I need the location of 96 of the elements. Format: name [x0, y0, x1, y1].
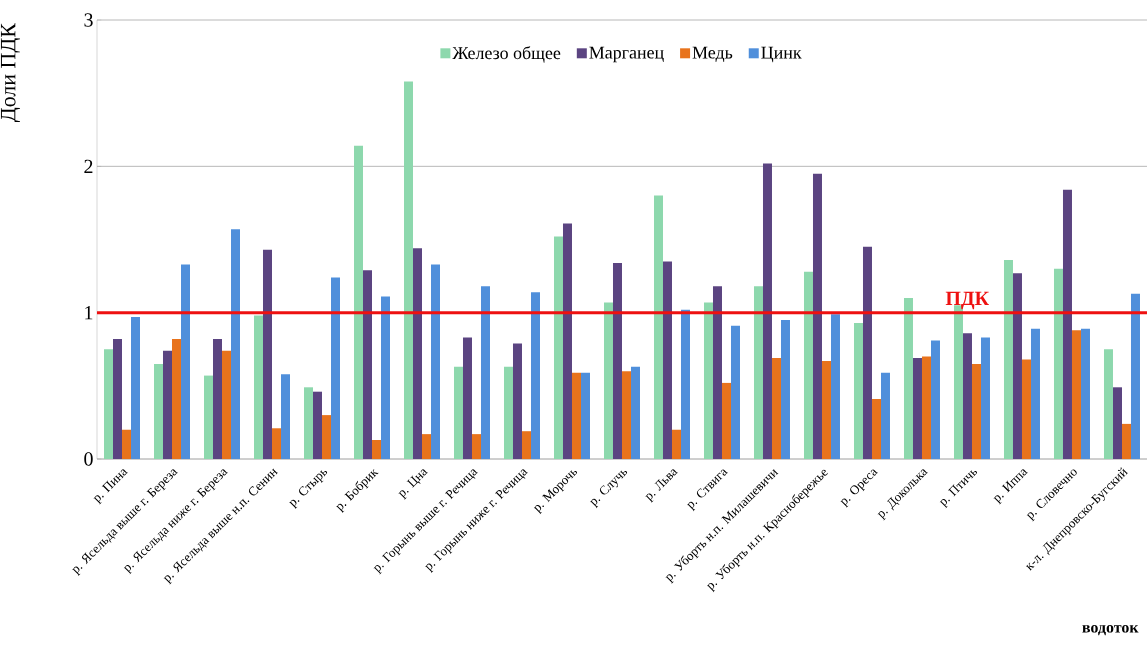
bar: [962, 333, 972, 459]
bar: [413, 248, 422, 459]
bar: [1053, 268, 1063, 459]
bar: [331, 277, 340, 459]
bar: [381, 296, 390, 459]
bar: [172, 339, 181, 459]
bar: [621, 371, 631, 459]
bar: [853, 322, 863, 459]
bar: [903, 298, 913, 459]
bar: [712, 286, 722, 459]
bar: [612, 262, 622, 459]
bar: [671, 429, 681, 459]
bar: [281, 374, 290, 459]
bar: [862, 246, 872, 459]
bar: [680, 309, 690, 459]
bar: [1121, 423, 1131, 459]
bar: [780, 319, 790, 459]
bar: [721, 382, 731, 459]
legend-label: Марганец: [589, 46, 664, 63]
bar: [322, 415, 331, 459]
x-tick-label: р. Цна: [398, 469, 428, 500]
bar: [771, 358, 781, 459]
bar: [930, 340, 940, 459]
y-tick-label: 3: [84, 13, 93, 27]
bar: [272, 428, 281, 459]
y-tick-label: 1: [85, 306, 93, 320]
bar: [363, 270, 372, 459]
bar: [313, 391, 322, 459]
legend-label: Медь: [692, 46, 733, 62]
bar: [462, 337, 472, 459]
bar: [571, 372, 581, 459]
legend-label: Железо общее: [452, 46, 561, 63]
bar: [980, 337, 990, 459]
bar: [263, 249, 272, 459]
bar: [662, 261, 672, 459]
bar: [653, 195, 663, 459]
x-tick-label: р. Льва: [645, 469, 678, 503]
bar: [580, 372, 590, 459]
bar: [354, 145, 363, 459]
bar: [603, 302, 613, 459]
bar: [181, 264, 190, 459]
bar: [803, 271, 813, 459]
bar: [122, 429, 131, 459]
bar: [871, 399, 881, 459]
bar: [163, 350, 172, 459]
bar: [104, 349, 113, 459]
bar: [553, 236, 563, 459]
bar: [222, 350, 231, 459]
bar: [912, 358, 922, 459]
bar: [630, 366, 640, 459]
bar: [880, 372, 890, 459]
ref-line-label: ПДК: [945, 291, 989, 310]
bar: [830, 314, 840, 459]
bar: [521, 431, 531, 459]
bar: [1030, 328, 1040, 459]
bar: [812, 173, 822, 459]
bar: [231, 229, 240, 459]
bar: [471, 434, 481, 459]
bar: [503, 366, 513, 459]
bar: [154, 363, 163, 459]
bar: [1080, 328, 1090, 459]
bar: [821, 360, 831, 459]
bar: [1071, 330, 1081, 459]
bar: [730, 325, 740, 459]
bar: [213, 339, 222, 459]
bar: [404, 81, 413, 459]
bar: [1012, 273, 1022, 459]
bar: [372, 439, 381, 459]
bar: [971, 363, 981, 459]
bar: [562, 223, 572, 459]
y-tick-label: 0: [84, 452, 93, 466]
bar: [1003, 259, 1013, 459]
bar: [703, 302, 713, 459]
bar: [422, 434, 431, 459]
bar: [480, 286, 490, 459]
bar: [1062, 189, 1072, 459]
bar: [1112, 387, 1122, 459]
x-axis-title: водоток: [1082, 624, 1139, 636]
bar: [304, 387, 313, 459]
legend-label: Цинк: [761, 46, 802, 63]
bar: [254, 315, 263, 459]
bar: [431, 264, 440, 459]
bar: [1130, 293, 1140, 459]
bar: [453, 366, 463, 459]
bar: [1103, 349, 1113, 459]
bar: [1021, 359, 1031, 459]
bar: [204, 375, 213, 459]
y-tick-label: 2: [84, 159, 93, 173]
bar: [762, 163, 772, 459]
bar: [530, 292, 540, 459]
bar: [753, 286, 763, 459]
bar: [113, 339, 122, 459]
bar: [512, 343, 522, 459]
bar: [921, 356, 931, 459]
bar: [131, 317, 140, 459]
y-axis-title: Доли ПДК: [0, 23, 20, 123]
